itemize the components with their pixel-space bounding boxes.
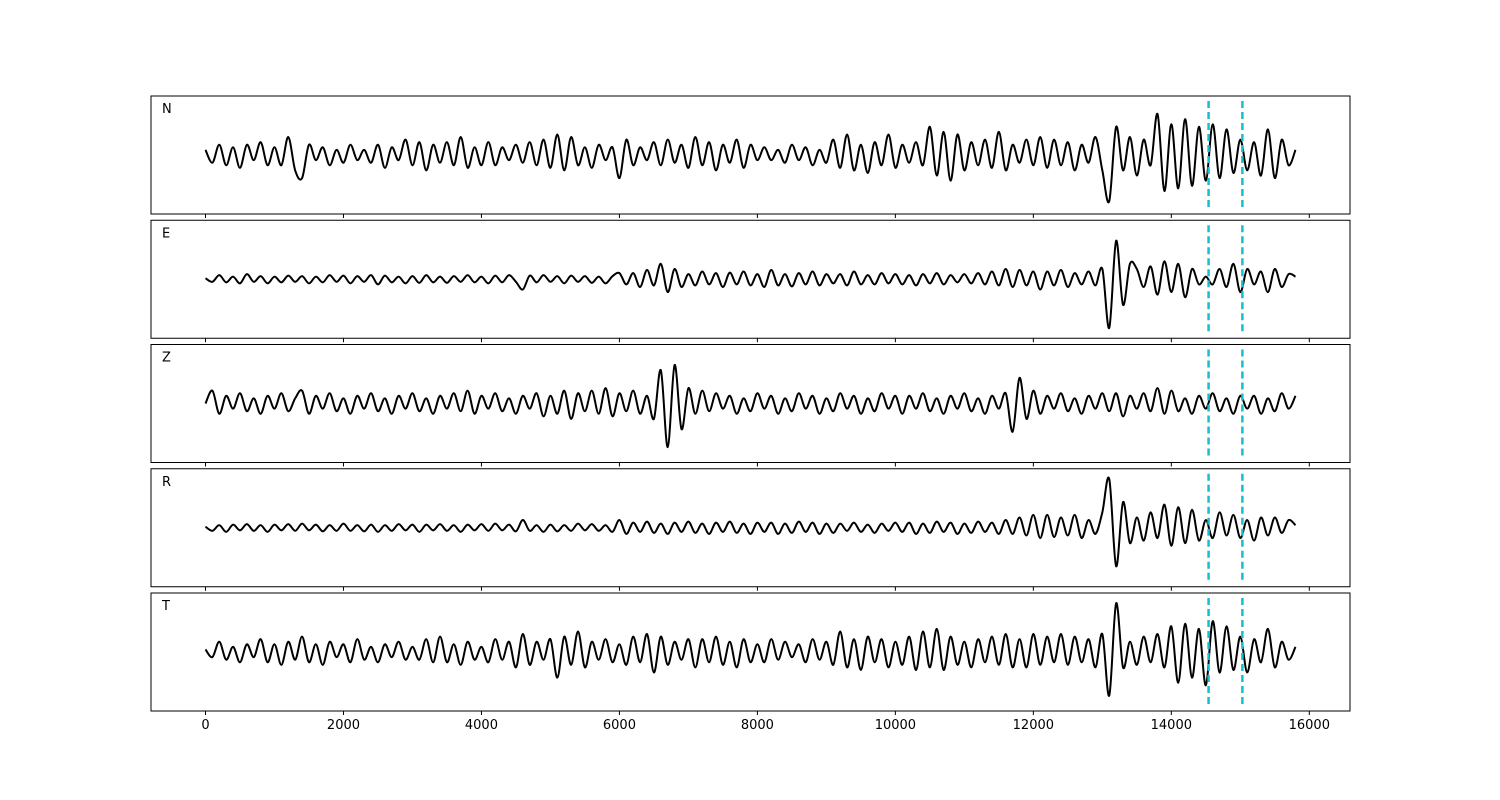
panel-label: Z (162, 351, 171, 366)
panel-frame (150, 219, 1351, 339)
x-tick-label: 4000 (465, 718, 498, 733)
panel-label: R (162, 475, 171, 490)
panel-frame (150, 95, 1351, 215)
x-tick-label: 2000 (327, 718, 360, 733)
x-tick-label: 6000 (603, 718, 636, 733)
x-tick-label: 0 (201, 718, 209, 733)
x-tick-label: 14000 (1151, 718, 1192, 733)
x-tick-label: 16000 (1289, 718, 1330, 733)
panel-label: T (161, 599, 170, 614)
waveform (204, 476, 1297, 568)
waveform (204, 364, 1297, 449)
panel-label: E (162, 226, 170, 241)
panel-frame (150, 592, 1351, 712)
x-tick-label: 8000 (741, 718, 774, 733)
panel-label: N (162, 102, 172, 117)
waveform (204, 239, 1296, 330)
panel-frame (150, 468, 1351, 588)
waveform (204, 602, 1297, 697)
panel-frame (150, 344, 1351, 463)
waveform (204, 112, 1297, 204)
x-tick-label: 12000 (1013, 718, 1054, 733)
x-tick-label: 10000 (875, 718, 916, 733)
